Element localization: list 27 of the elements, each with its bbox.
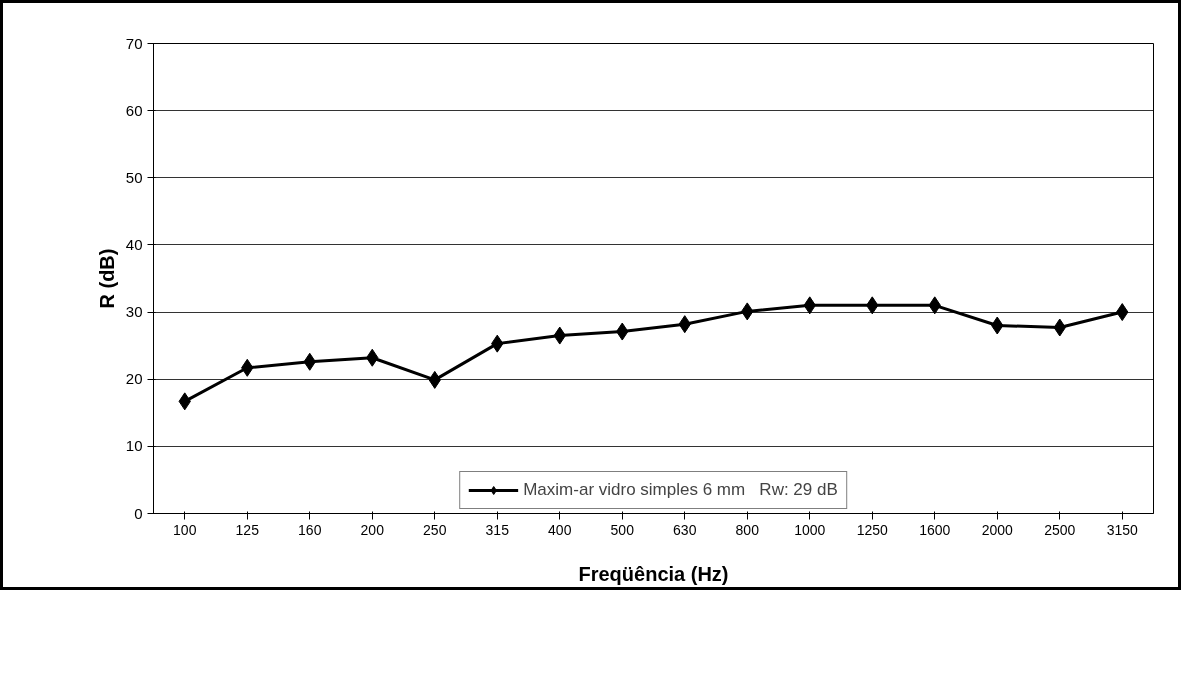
- x-tick-label: 500: [610, 521, 635, 538]
- x-tick-label: 400: [548, 521, 572, 538]
- legend-label: Maxim-ar vidro simples 6 mm Rw: 29 dB: [523, 480, 838, 500]
- y-tick-label: 20: [125, 370, 143, 388]
- x-tick-label: 2500: [1044, 521, 1076, 538]
- y-tick-label: 10: [125, 437, 143, 455]
- x-tick-label: 315: [485, 521, 510, 538]
- x-tick-label: 125: [235, 521, 260, 538]
- x-tick-label: 160: [298, 521, 322, 538]
- x-tick-label: 200: [360, 521, 385, 538]
- y-axis-title: R (dB): [95, 248, 118, 309]
- x-tick-label: 1250: [856, 521, 889, 538]
- y-tick-label: 70: [125, 34, 143, 52]
- x-tick-label: 250: [423, 521, 447, 538]
- x-tick-label: 1000: [794, 521, 826, 538]
- y-tick-label: 30: [125, 303, 143, 321]
- x-tick-label: 3150: [1106, 521, 1139, 538]
- x-tick-label: 1600: [919, 521, 951, 538]
- x-tick-label: 630: [673, 521, 697, 538]
- y-tick-label: 60: [125, 101, 143, 119]
- y-tick-label: 50: [125, 168, 143, 186]
- x-tick-label: 100: [173, 521, 197, 538]
- y-tick-label: 0: [134, 504, 143, 522]
- x-tick-label: 800: [735, 521, 760, 538]
- y-tick-label: 40: [125, 235, 143, 253]
- x-tick-label: 2000: [981, 521, 1014, 538]
- x-axis-title: Freqüência (Hz): [578, 562, 729, 585]
